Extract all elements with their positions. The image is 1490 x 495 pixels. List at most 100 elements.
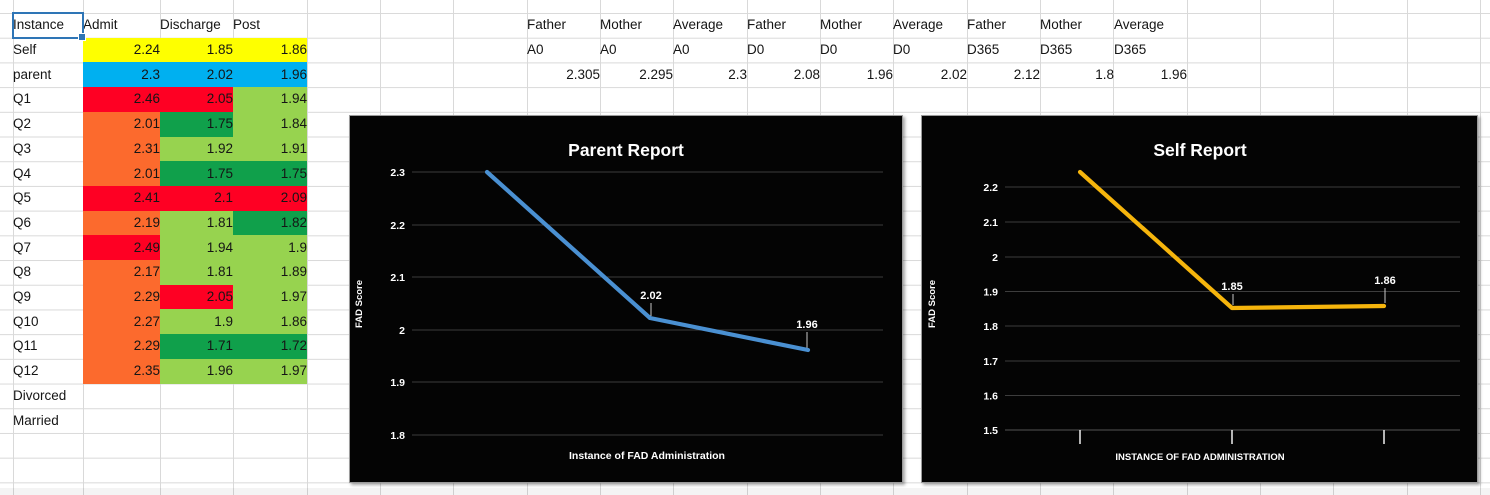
admit-cell[interactable]: 2.01 <box>83 161 160 186</box>
self-report-chart[interactable]: Self Report 2.2 2.1 2 1.9 1. <box>921 115 1478 483</box>
row-label-cell[interactable]: Divorced <box>13 387 67 403</box>
header-discharge[interactable]: Discharge <box>160 17 221 33</box>
summary-header-cell[interactable]: Average <box>893 17 944 33</box>
post-cell[interactable] <box>233 408 307 433</box>
summary-period-cell[interactable]: D0 <box>747 42 765 58</box>
row-label-cell[interactable]: Self <box>13 42 37 58</box>
post-cell[interactable]: 1.96 <box>233 62 307 88</box>
row-label-cell[interactable]: Q1 <box>13 91 32 107</box>
admit-cell[interactable]: 2.31 <box>83 136 160 162</box>
admit-cell[interactable]: 2.46 <box>83 87 160 112</box>
summary-header-cell[interactable]: Father <box>747 17 787 33</box>
parent-report-chart[interactable]: Parent Report 2.3 2.2 2.1 2 1.9 1.8 2.02 <box>349 115 903 483</box>
row-label-cell[interactable]: Q7 <box>13 239 32 255</box>
discharge-cell[interactable]: 1.9 <box>160 309 233 335</box>
admit-cell[interactable]: 2.27 <box>83 309 160 335</box>
summary-period-cell[interactable]: D365 <box>1040 42 1073 58</box>
summary-value-cell[interactable]: 2.08 <box>793 66 820 82</box>
summary-period-cell[interactable]: D0 <box>893 42 911 58</box>
row-label-cell[interactable]: Q6 <box>13 214 32 230</box>
post-cell[interactable]: 1.9 <box>233 235 307 261</box>
row-label-cell[interactable]: Q4 <box>13 165 32 181</box>
discharge-cell[interactable]: 2.05 <box>160 87 233 112</box>
admit-cell[interactable]: 2.01 <box>83 111 160 137</box>
post-cell[interactable]: 1.72 <box>233 334 307 359</box>
post-cell[interactable]: 2.09 <box>233 185 307 211</box>
admit-cell[interactable]: 2.24 <box>83 37 160 63</box>
summary-value-cell[interactable]: 1.8 <box>1095 66 1114 82</box>
summary-period-cell[interactable]: D365 <box>1114 42 1147 58</box>
row-label-cell[interactable]: Q2 <box>13 116 32 132</box>
discharge-cell[interactable]: 1.94 <box>160 235 233 261</box>
header-admit[interactable]: Admit <box>83 17 118 33</box>
row-label-cell[interactable]: Married <box>13 412 59 428</box>
post-cell[interactable]: 1.97 <box>233 284 307 310</box>
admit-cell[interactable]: 2.29 <box>83 284 160 310</box>
post-cell[interactable]: 1.82 <box>233 210 307 236</box>
post-cell[interactable] <box>233 384 307 409</box>
row-label-cell[interactable]: parent <box>13 66 52 82</box>
post-cell[interactable]: 1.86 <box>233 37 307 63</box>
summary-header-cell[interactable]: Father <box>527 17 567 33</box>
summary-period-cell[interactable]: D0 <box>820 42 838 58</box>
discharge-cell[interactable]: 1.71 <box>160 334 233 359</box>
summary-header-cell[interactable]: Mother <box>820 17 863 33</box>
header-instance[interactable]: Instance <box>13 17 65 33</box>
admit-cell[interactable]: 2.17 <box>83 260 160 285</box>
discharge-cell[interactable]: 1.85 <box>160 37 233 63</box>
self-series-line[interactable] <box>1077 169 1387 311</box>
summary-period-cell[interactable]: A0 <box>527 42 544 58</box>
summary-period-cell[interactable]: A0 <box>600 42 617 58</box>
summary-value-cell[interactable]: 2.295 <box>639 66 673 82</box>
discharge-cell[interactable]: 1.96 <box>160 358 233 384</box>
admit-cell[interactable] <box>83 408 160 433</box>
row-label-cell[interactable]: Q8 <box>13 264 32 280</box>
discharge-cell[interactable] <box>160 408 233 433</box>
summary-value-cell[interactable]: 2.305 <box>566 66 600 82</box>
admit-cell[interactable]: 2.35 <box>83 358 160 384</box>
row-label-cell[interactable]: Q9 <box>13 289 32 305</box>
discharge-cell[interactable]: 2.1 <box>160 185 233 211</box>
summary-value-cell[interactable]: 2.12 <box>1013 66 1040 82</box>
admit-cell[interactable]: 2.49 <box>83 235 160 261</box>
summary-header-cell[interactable]: Average <box>1114 17 1165 33</box>
summary-header-cell[interactable]: Mother <box>1040 17 1083 33</box>
discharge-cell[interactable]: 1.81 <box>160 260 233 285</box>
summary-value-cell[interactable]: 2.3 <box>728 66 747 82</box>
admit-cell[interactable]: 2.41 <box>83 185 160 211</box>
post-cell[interactable]: 1.94 <box>233 87 307 112</box>
admit-cell[interactable] <box>83 384 160 409</box>
admit-cell[interactable]: 2.3 <box>83 62 160 88</box>
discharge-cell[interactable] <box>160 384 233 409</box>
discharge-cell[interactable]: 1.75 <box>160 161 233 186</box>
summary-header-cell[interactable]: Average <box>673 17 724 33</box>
fill-handle[interactable] <box>78 33 86 41</box>
summary-value-cell[interactable]: 1.96 <box>1160 66 1187 82</box>
parent-series-line[interactable] <box>484 169 811 353</box>
row-label-cell[interactable]: Q11 <box>13 338 38 354</box>
row-label-cell[interactable]: Q10 <box>13 313 39 329</box>
summary-header-cell[interactable]: Father <box>967 17 1007 33</box>
discharge-cell[interactable]: 2.05 <box>160 284 233 310</box>
post-cell[interactable]: 1.86 <box>233 309 307 335</box>
post-cell[interactable]: 1.89 <box>233 260 307 285</box>
header-post[interactable]: Post <box>233 17 261 33</box>
discharge-cell[interactable]: 2.02 <box>160 62 233 88</box>
admit-cell[interactable]: 2.19 <box>83 210 160 236</box>
post-cell[interactable]: 1.91 <box>233 136 307 162</box>
row-label-cell[interactable]: Q3 <box>13 140 32 156</box>
summary-value-cell[interactable]: 1.96 <box>866 66 893 82</box>
discharge-cell[interactable]: 1.92 <box>160 136 233 162</box>
summary-period-cell[interactable]: A0 <box>673 42 690 58</box>
post-cell[interactable]: 1.84 <box>233 111 307 137</box>
row-label-cell[interactable]: Q12 <box>13 363 39 379</box>
summary-value-cell[interactable]: 2.02 <box>940 66 967 82</box>
discharge-cell[interactable]: 1.81 <box>160 210 233 236</box>
summary-period-cell[interactable]: D365 <box>967 42 1000 58</box>
row-label-cell[interactable]: Q5 <box>13 190 32 206</box>
post-cell[interactable]: 1.97 <box>233 358 307 384</box>
post-cell[interactable]: 1.75 <box>233 161 307 186</box>
discharge-cell[interactable]: 1.75 <box>160 111 233 137</box>
summary-header-cell[interactable]: Mother <box>600 17 643 33</box>
admit-cell[interactable]: 2.29 <box>83 334 160 359</box>
